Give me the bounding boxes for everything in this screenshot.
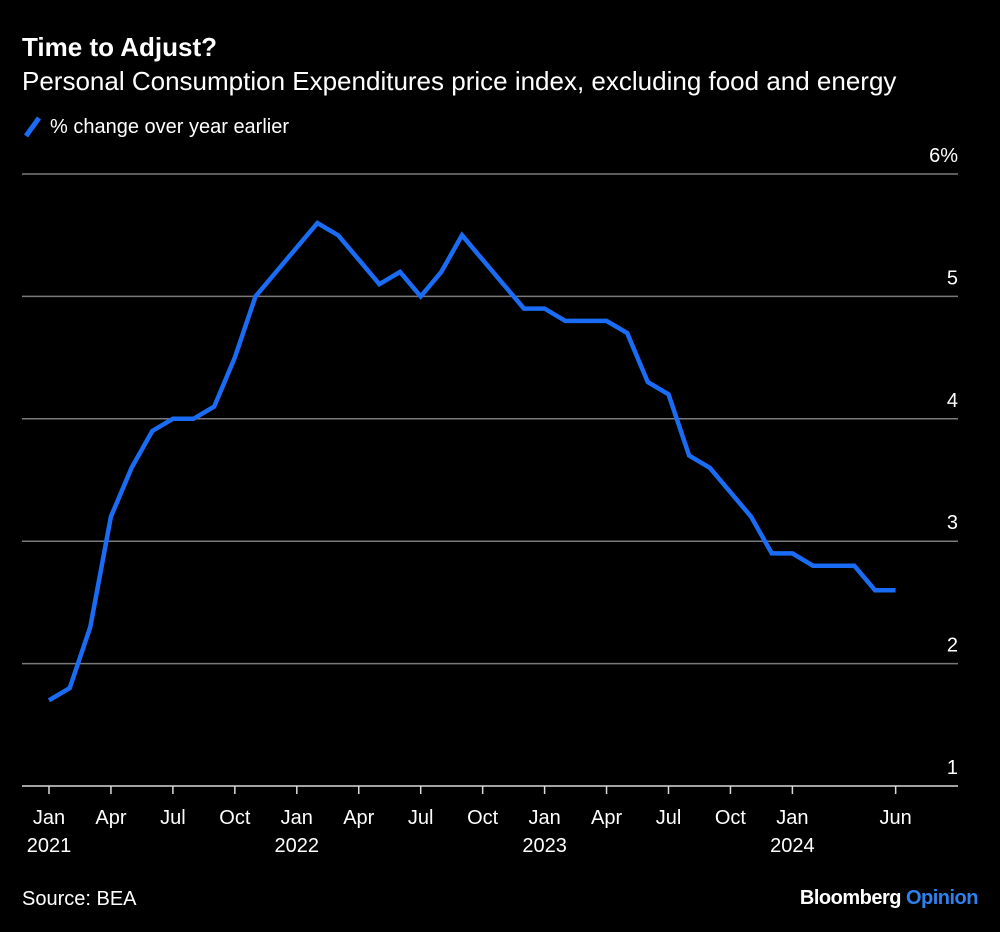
brand-name: Bloomberg	[799, 887, 902, 909]
series-line	[47, 220, 896, 703]
y-tick-label: 5	[947, 267, 958, 289]
y-tick-label: 3	[947, 512, 958, 534]
x-tick-label: Jul	[656, 807, 682, 829]
x-tick-label: Jan	[33, 807, 65, 829]
x-tick-label: Apr	[95, 807, 126, 829]
legend: % change over year earlier	[22, 114, 289, 140]
x-tick-label: Jan	[281, 807, 313, 829]
x-tick-label: Jul	[160, 807, 186, 829]
chart-title: Time to Adjust?	[22, 32, 217, 62]
y-tick-label: 1	[947, 757, 958, 779]
y-tick-label: 4	[947, 390, 958, 412]
y-tick-label: 6%	[929, 145, 958, 167]
y-tick-label: 2	[947, 635, 958, 657]
x-tick-label: Jan	[528, 807, 560, 829]
x-tick-year-label: 2024	[770, 835, 815, 857]
brand-logo: Bloomberg Opinion	[799, 887, 979, 910]
x-tick-label: Apr	[591, 807, 622, 829]
x-tick-label: Jun	[880, 807, 912, 829]
x-tick-label: Jul	[408, 807, 434, 829]
x-tick-label: Jan	[776, 807, 808, 829]
x-tick-year-label: 2022	[275, 835, 320, 857]
brand-opinion: Opinion	[905, 887, 979, 909]
x-tick-year-label: 2023	[522, 835, 567, 857]
x-tick-label: Oct	[467, 807, 499, 829]
source-note: Source: BEA	[22, 888, 137, 910]
diagonal-line-icon	[23, 116, 42, 138]
x-tick-label: Oct	[715, 807, 747, 829]
x-tick-label: Apr	[343, 807, 374, 829]
chart-subtitle: Personal Consumption Expenditures price …	[22, 66, 897, 96]
x-tick-label: Oct	[219, 807, 251, 829]
legend-label: % change over year earlier	[50, 115, 290, 138]
x-tick-year-label: 2021	[27, 835, 72, 857]
